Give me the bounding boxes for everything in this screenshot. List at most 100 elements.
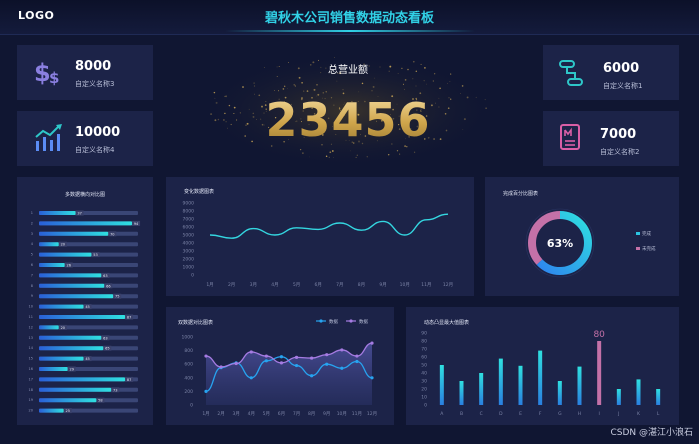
gold-particle <box>398 124 400 126</box>
row-label: 4 <box>31 242 34 246</box>
legend-label: 数据 <box>329 318 338 325</box>
donut-slice <box>528 211 592 275</box>
gold-particle <box>419 127 421 129</box>
gold-particle <box>404 79 407 81</box>
gold-particle <box>325 91 327 93</box>
bar-fill <box>39 242 59 247</box>
bar-value-label: 26 <box>67 264 71 268</box>
gold-particle <box>252 112 255 115</box>
y-tick-label: 1000 <box>183 265 195 271</box>
row-label: 8 <box>31 284 33 288</box>
gold-particle <box>316 83 318 86</box>
gold-particle <box>293 83 296 86</box>
gold-particle <box>420 110 422 112</box>
gold-particle <box>340 110 342 112</box>
bar-value-chip <box>64 262 73 268</box>
bar-value-label: 45 <box>85 357 89 361</box>
gold-particle <box>284 96 287 99</box>
gold-particle <box>381 119 383 122</box>
bar <box>538 350 543 405</box>
gold-particle <box>366 156 368 158</box>
gold-particle <box>287 111 290 113</box>
data-point <box>234 361 238 366</box>
total-revenue-value: 23456 <box>164 93 532 147</box>
x-tick-label: 10月 <box>337 411 347 417</box>
gold-particle <box>252 115 255 118</box>
x-tick-label: 5月 <box>293 282 300 288</box>
row-label: 12 <box>29 325 33 329</box>
y-tick-label: 600 <box>184 362 193 368</box>
gold-particle <box>253 82 255 84</box>
bar-value-chip <box>125 376 134 382</box>
y-tick-label: 9000 <box>183 201 195 207</box>
gold-particle <box>376 140 378 142</box>
stat-label: 自定义名称1 <box>603 82 643 90</box>
x-tick-label: I <box>599 411 600 417</box>
gold-particle <box>345 105 347 107</box>
y-tick-label: 0 <box>424 403 427 409</box>
gold-particle <box>210 113 213 116</box>
bar-value-label: 94 <box>134 222 139 226</box>
gold-particle <box>339 106 341 108</box>
bar-value-label: 25 <box>66 409 70 413</box>
bar-fill <box>39 346 104 351</box>
data-point <box>204 354 208 358</box>
gold-particle <box>420 63 422 65</box>
gold-particle <box>444 113 447 115</box>
gold-particle <box>328 156 330 158</box>
panel-title: 双数据对比图表 <box>178 320 214 326</box>
row-label: 9 <box>31 294 33 298</box>
gold-particle <box>412 78 414 80</box>
gold-particle <box>322 111 324 112</box>
gold-particle <box>389 65 392 68</box>
y-tick-label: 60 <box>421 355 427 361</box>
gold-particle <box>333 157 334 158</box>
gold-particle <box>398 128 401 130</box>
gold-particle <box>319 110 322 112</box>
gold-particle <box>355 156 357 158</box>
gold-particle <box>413 151 416 153</box>
gold-particle <box>427 136 430 139</box>
watermark: CSDN @湛江小浪石 <box>610 428 693 438</box>
gold-particle <box>425 115 428 117</box>
legend-swatch <box>636 247 640 250</box>
gold-particle <box>295 121 296 122</box>
stat-card-4: 7000 自定义名称2 <box>543 111 679 166</box>
x-tick-label: 1月 <box>202 411 209 417</box>
data-point <box>279 355 284 359</box>
x-tick-label: 6月 <box>314 282 321 288</box>
gold-particle <box>372 85 375 88</box>
y-tick-label: 0 <box>191 273 194 279</box>
gold-particle <box>363 63 365 65</box>
gold-particle <box>439 138 442 140</box>
gold-particle <box>485 107 487 109</box>
max-bar <box>597 341 602 405</box>
x-tick-label: 11月 <box>352 411 362 417</box>
gold-particle <box>450 73 452 75</box>
gold-particle <box>415 97 417 100</box>
gold-particle <box>461 85 464 87</box>
legend-label: 完成 <box>642 230 651 237</box>
row-label: 13 <box>29 336 33 340</box>
bar <box>557 381 562 405</box>
bar-value-chip <box>108 231 117 237</box>
bar-fill <box>39 315 126 319</box>
x-tick-label: 5月 <box>263 411 270 417</box>
gold-particle <box>278 66 280 68</box>
gold-particle <box>268 126 270 128</box>
gold-particles <box>198 47 498 163</box>
data-point <box>204 389 208 393</box>
gold-particle <box>260 118 262 120</box>
gold-particle <box>284 100 286 103</box>
bar-value-chip <box>75 210 84 216</box>
gold-particle <box>416 125 419 128</box>
gold-particle <box>338 108 341 110</box>
gold-particle <box>330 97 333 99</box>
gold-particle <box>242 86 244 88</box>
bar-value-chip <box>111 387 120 393</box>
donut-chart-panel: 完成百分比图表 63% 完成 未完成 <box>485 177 679 296</box>
bar-fill <box>39 252 92 257</box>
legend-label: 数据 <box>359 318 368 325</box>
gold-particle <box>331 150 334 152</box>
gold-particle <box>333 104 335 106</box>
